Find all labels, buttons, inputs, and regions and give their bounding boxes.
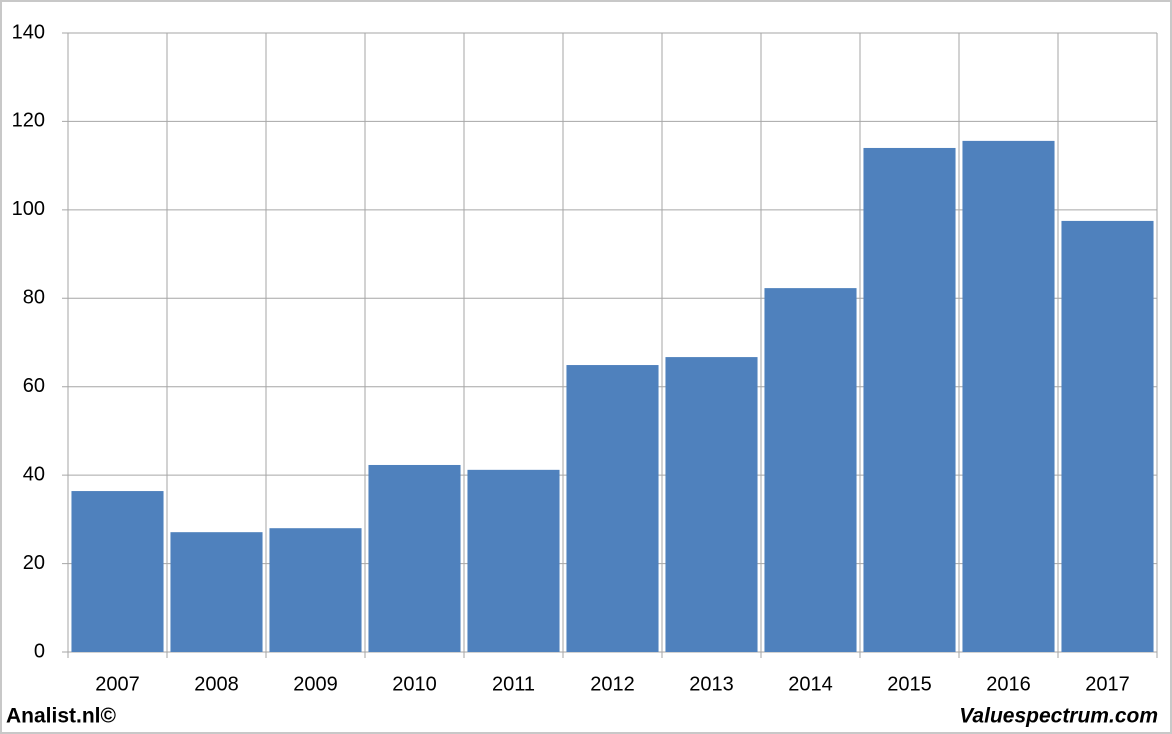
bar — [566, 365, 659, 652]
x-tick-label: 2017 — [1085, 673, 1130, 695]
bar — [1061, 220, 1154, 653]
x-tick-label: 2012 — [590, 673, 635, 695]
bar — [665, 357, 758, 652]
bar — [368, 464, 461, 652]
x-tick-label: 2008 — [194, 673, 239, 695]
y-tick-label: 60 — [23, 375, 45, 397]
y-tick-label: 140 — [12, 21, 45, 43]
y-tick-label: 0 — [34, 640, 45, 662]
credit-label: Valuespectrum.com — [959, 705, 1158, 728]
y-tick-label: 20 — [23, 552, 45, 574]
x-tick-label: 2009 — [293, 673, 338, 695]
x-tick-label: 2013 — [689, 673, 734, 695]
bar — [764, 288, 857, 652]
bar — [71, 491, 164, 652]
y-tick-label: 100 — [12, 198, 45, 220]
x-tick-label: 2007 — [95, 673, 140, 695]
bar — [269, 528, 362, 652]
y-tick-label: 80 — [23, 287, 45, 309]
bar — [863, 147, 956, 652]
bar — [467, 469, 560, 652]
x-tick-label: 2016 — [986, 673, 1031, 695]
x-tick-label: 2010 — [392, 673, 437, 695]
bar — [170, 532, 263, 652]
x-tick-label: 2011 — [492, 673, 535, 695]
x-tick-label: 2015 — [887, 673, 932, 695]
x-tick-label: 2014 — [788, 673, 833, 695]
y-tick-label: 40 — [23, 463, 45, 485]
y-tick-label: 120 — [12, 110, 45, 132]
bar — [962, 140, 1055, 652]
source-label: Analist.nl© — [6, 705, 117, 728]
